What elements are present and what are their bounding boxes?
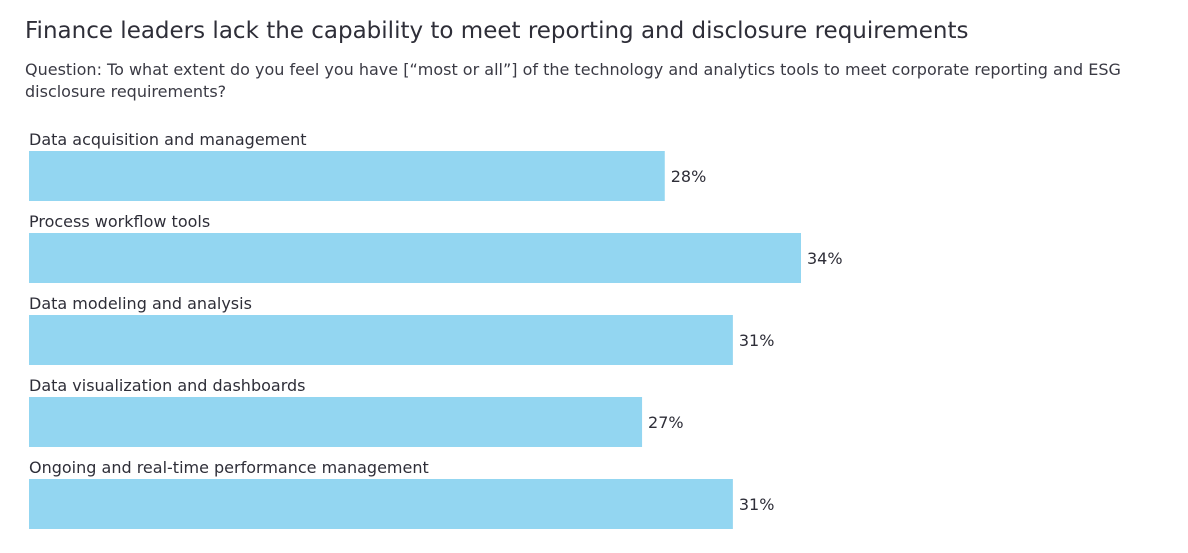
- bar: [29, 397, 643, 447]
- bar: [29, 151, 665, 201]
- value-label: 31%: [739, 331, 775, 350]
- chart-title: Finance leaders lack the capability to m…: [25, 18, 969, 44]
- category-label: Data modeling and analysis: [29, 294, 252, 313]
- chart-subtitle: Question: To what extent do you feel you…: [25, 60, 1121, 101]
- value-label: 28%: [671, 167, 707, 186]
- category-label: Data acquisition and management: [29, 130, 307, 149]
- category-label: Ongoing and real-time performance manage…: [29, 458, 429, 477]
- bar: [29, 233, 801, 283]
- value-label: 27%: [648, 413, 684, 432]
- value-label: 34%: [807, 249, 843, 268]
- value-label: 31%: [739, 495, 775, 514]
- category-label: Data visualization and dashboards: [29, 376, 305, 395]
- category-label: Process workflow tools: [29, 212, 210, 231]
- bar: [29, 315, 733, 365]
- bar: [29, 479, 733, 529]
